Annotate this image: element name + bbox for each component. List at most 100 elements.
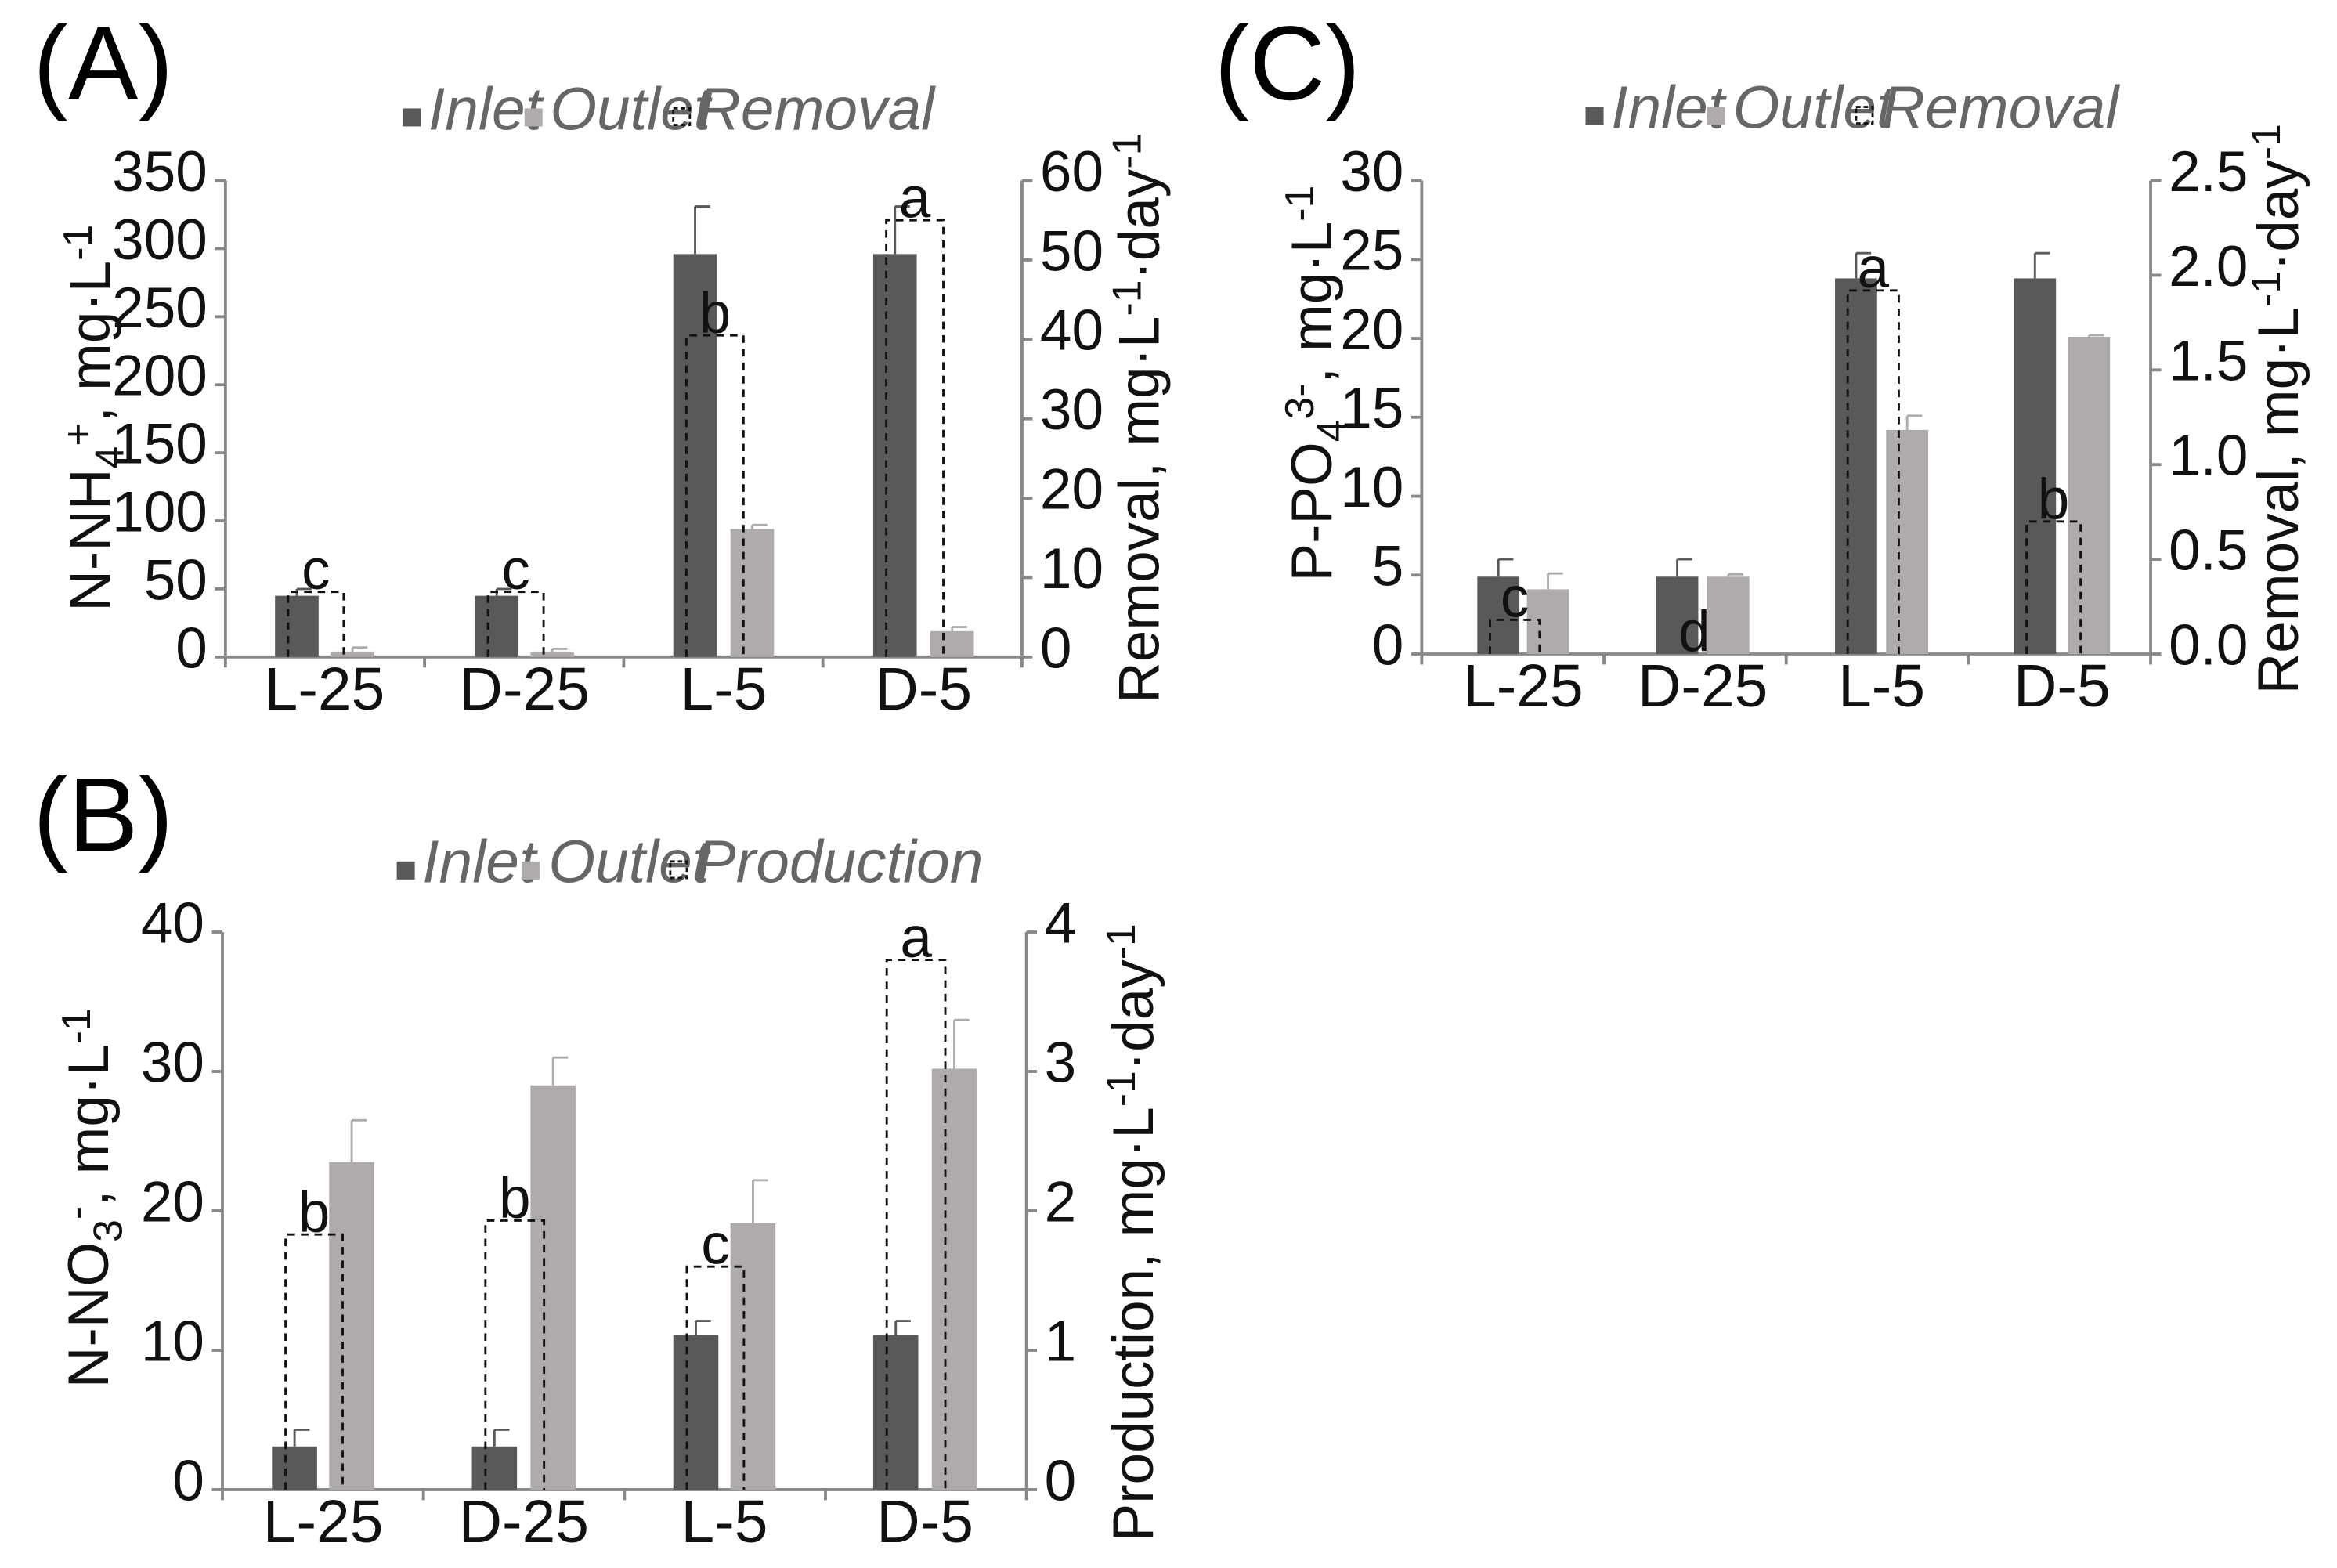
right-tick-label: 2	[1045, 1170, 1077, 1234]
left-tick-label: 15	[1340, 377, 1403, 440]
left-tick-label: 200	[112, 345, 208, 408]
significance-letter: b	[2038, 468, 2070, 531]
panel-c-left-ticks: 0 5 10 15 20 25 30	[1340, 140, 1422, 677]
panel-a-legend: Inlet Outlet Removal	[403, 76, 936, 143]
significance-letter: b	[298, 1180, 331, 1244]
right-tick-label: 2.5	[2169, 140, 2248, 204]
panel-c-bars: c d a b	[1420, 237, 2152, 665]
left-tick-label: 25	[1340, 219, 1403, 283]
category-label-l5: L-5	[681, 656, 768, 723]
right-tick-label: 0	[1045, 1449, 1077, 1512]
right-tick-label: 20	[1040, 458, 1103, 522]
category-label-l25: L-25	[263, 1489, 384, 1555]
panel-a-right-ticks: 0 10 20 30 40 50 60	[1021, 140, 1103, 680]
significance-letter: a	[899, 166, 931, 229]
bracket-removal-d-5	[885, 219, 945, 657]
left-tick-label: 150	[112, 413, 208, 476]
panel-a: (A) Inlet Outlet Removal 050100150200250…	[33, 5, 1171, 723]
left-tick-label: 10	[1340, 456, 1403, 519]
right-tick-label: 30	[1040, 378, 1103, 442]
right-tick-label: 50	[1040, 219, 1103, 283]
category-label-d25: D-25	[459, 1489, 589, 1555]
bar-outlet-d-5	[2068, 337, 2111, 655]
bracket-removal-l-25	[287, 591, 345, 657]
panel-a-right-axis-title: Removal, mg·L-1·day-1	[1103, 133, 1171, 703]
bar-outlet-d-5	[931, 1068, 977, 1490]
panel-a-label: (A)	[33, 5, 173, 122]
bracket-production-l-5	[685, 1265, 746, 1490]
bracket-production-d-5	[885, 959, 947, 1490]
bar-outlet-l-5	[730, 1223, 776, 1490]
panel-c: (C) Inlet Outlet Removal 0 5 10 15 20 25 30 0.…	[1215, 5, 2311, 720]
category-label-d5: D-5	[876, 1489, 973, 1555]
legend-production-label: Production	[695, 829, 983, 896]
category-label-d25: D-25	[460, 656, 590, 723]
category-label-d5: D-5	[2014, 653, 2111, 720]
significance-letter: c	[1501, 566, 1529, 630]
left-tick-label: 30	[1340, 140, 1403, 204]
bar-inlet-d-25	[1656, 576, 1699, 655]
category-label-l5: L-5	[681, 1489, 768, 1555]
category-label-d25: D-25	[1638, 653, 1768, 720]
legend-inlet-swatch	[396, 861, 415, 880]
significance-letter: b	[499, 1167, 531, 1230]
left-tick-label: 0	[175, 616, 208, 680]
bracket-removal-d-25	[486, 591, 545, 657]
panel-a-bars: c c b a	[223, 166, 1024, 668]
bar-inlet-d-5	[872, 254, 917, 657]
legend-inlet-label: Inlet	[422, 829, 538, 896]
bar-outlet-d-5	[930, 630, 974, 657]
bar-outlet-l-25	[329, 1162, 374, 1490]
panel-b: (B) Inlet Outlet Production 0 10 20 30 40 0 1…	[33, 756, 1165, 1555]
left-tick-label: 5	[1372, 535, 1404, 598]
left-tick-label: 0	[172, 1449, 204, 1512]
legend-outlet-label: Outlet	[548, 829, 710, 896]
bar-inlet-d-5	[872, 1335, 919, 1490]
panel-c-label: (C)	[1215, 5, 1360, 122]
left-tick-label: 0	[1372, 613, 1404, 677]
category-label-l5: L-5	[1838, 653, 1925, 720]
panel-b-left-axis-title: N-NO3-, mg·L-1	[53, 1008, 130, 1388]
left-tick-label: 50	[144, 548, 208, 612]
bar-inlet-l-5	[673, 1335, 719, 1490]
panel-c-right-ticks: 0.0 0.5 1.0 1.5 2.0 2.5	[2151, 140, 2248, 677]
bracket-removal-l-25	[1489, 619, 1541, 655]
significance-letter: a	[1858, 237, 1890, 300]
bar-inlet-l-25	[275, 595, 319, 657]
legend-outlet-label: Outlet	[1733, 74, 1895, 141]
bracket-removal-l-5	[1846, 289, 1900, 655]
right-tick-label: 3	[1045, 1031, 1077, 1094]
right-tick-label: 60	[1040, 140, 1103, 204]
right-tick-label: 1.5	[2169, 330, 2248, 393]
right-tick-label: 1.0	[2169, 425, 2248, 488]
legend-inlet-swatch	[403, 108, 421, 127]
significance-letter: a	[900, 906, 932, 970]
right-tick-label: 2.0	[2169, 235, 2248, 298]
panel-c-legend: Inlet Outlet Removal	[1585, 74, 2121, 141]
bar-outlet-l-5	[1886, 429, 1929, 655]
category-label-d5: D-5	[875, 656, 972, 723]
left-tick-label: 100	[112, 480, 208, 544]
category-label-l25: L-25	[265, 656, 385, 723]
left-tick-label: 250	[112, 276, 208, 340]
right-tick-label: 1	[1045, 1310, 1077, 1373]
left-tick-label: 30	[141, 1031, 204, 1094]
bar-outlet-l-5	[730, 529, 775, 657]
legend-removal-swatch	[672, 107, 692, 126]
significance-letter: c	[701, 1212, 729, 1276]
panel-a-left-axis-title: N-NH4+, mg·L-1	[55, 225, 132, 612]
legend-removal-label: Removal	[697, 76, 936, 143]
legend-outlet-swatch	[524, 108, 543, 127]
left-tick-label: 300	[112, 208, 208, 272]
right-tick-label: 10	[1040, 537, 1103, 601]
right-tick-label: 4	[1045, 891, 1077, 955]
panel-b-bars: b b c a	[221, 906, 1028, 1501]
legend-removal-label: Removal	[1882, 74, 2121, 141]
significance-letter: c	[302, 538, 330, 602]
right-tick-label: 0	[1040, 616, 1072, 680]
bar-inlet-l-25	[272, 1446, 317, 1490]
bar-inlet-d-25	[471, 1446, 518, 1490]
bar-inlet-l-5	[1835, 278, 1877, 655]
